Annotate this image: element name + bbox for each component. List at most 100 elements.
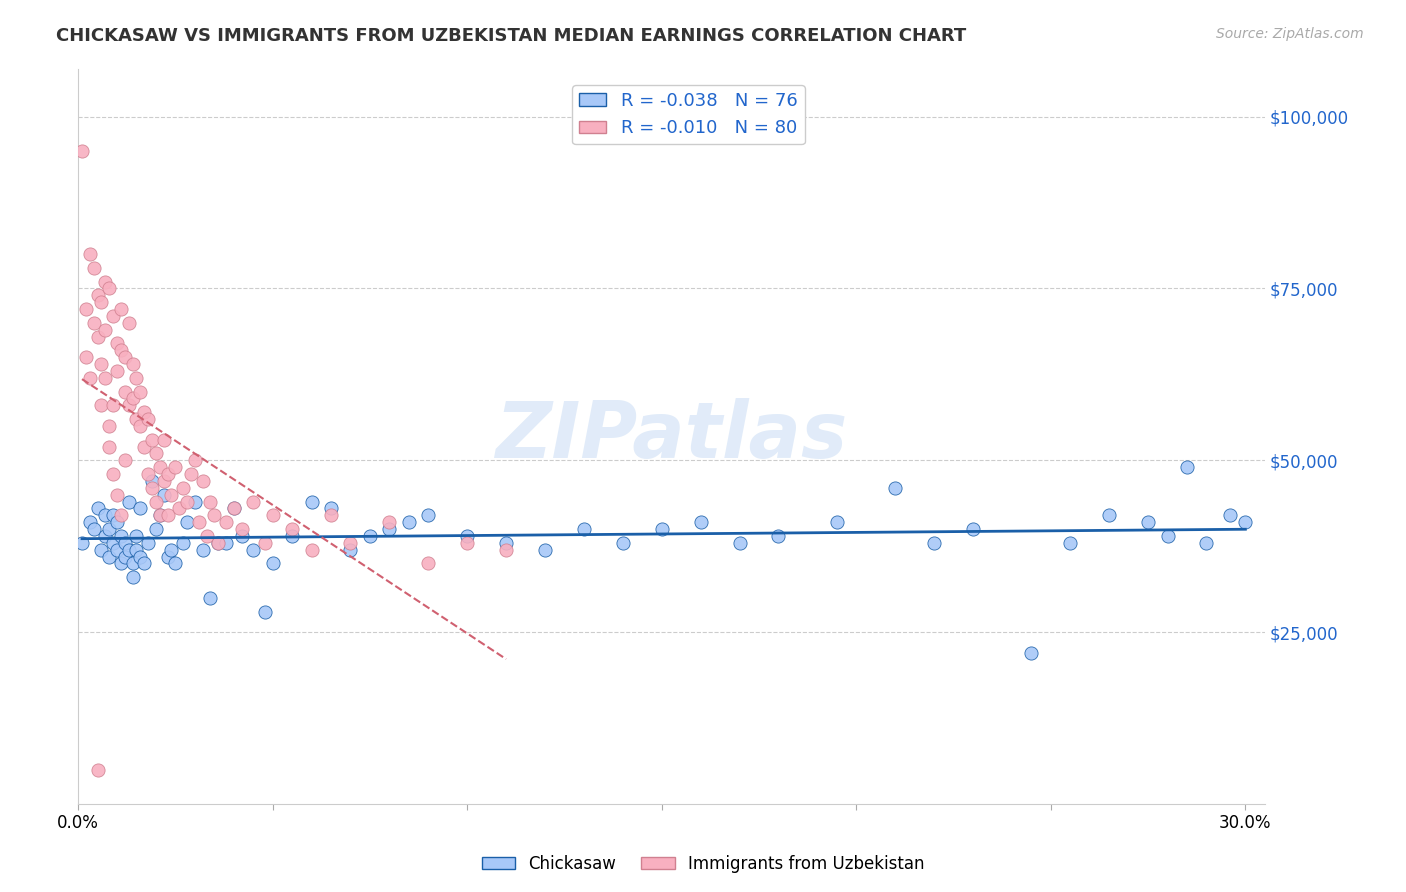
- Point: [110, 529, 132, 543]
- Point: [768, 529, 790, 543]
- Point: [200, 494, 222, 508]
- Point: [129, 384, 152, 399]
- Point: [398, 515, 420, 529]
- Point: [169, 501, 191, 516]
- Point: [94, 371, 117, 385]
- Point: [94, 275, 117, 289]
- Point: [378, 515, 401, 529]
- Point: [125, 371, 148, 385]
- Point: [149, 508, 172, 523]
- Point: [319, 501, 342, 516]
- Point: [94, 323, 117, 337]
- Point: [149, 460, 172, 475]
- Point: [83, 522, 105, 536]
- Point: [98, 549, 121, 564]
- Point: [651, 522, 673, 536]
- Point: [172, 536, 194, 550]
- Point: [534, 542, 557, 557]
- Legend: R = -0.038   N = 76, R = -0.010   N = 80: R = -0.038 N = 76, R = -0.010 N = 80: [572, 85, 804, 145]
- Point: [172, 481, 194, 495]
- Point: [136, 412, 159, 426]
- Point: [202, 508, 225, 523]
- Point: [90, 398, 112, 412]
- Point: [884, 481, 907, 495]
- Point: [301, 494, 323, 508]
- Point: [456, 529, 478, 543]
- Point: [114, 536, 136, 550]
- Point: [149, 508, 172, 523]
- Point: [134, 405, 156, 419]
- Point: [207, 536, 229, 550]
- Point: [728, 536, 751, 550]
- Point: [105, 364, 128, 378]
- Point: [101, 536, 124, 550]
- Point: [180, 467, 202, 481]
- Point: [129, 501, 152, 516]
- Point: [101, 467, 124, 481]
- Point: [75, 350, 97, 364]
- Point: [262, 508, 284, 523]
- Point: [418, 508, 440, 523]
- Point: [141, 481, 163, 495]
- Point: [129, 549, 152, 564]
- Point: [86, 329, 108, 343]
- Text: ZIPatlas: ZIPatlas: [495, 398, 848, 475]
- Point: [962, 522, 984, 536]
- Point: [145, 494, 167, 508]
- Point: [152, 488, 174, 502]
- Point: [612, 536, 634, 550]
- Point: [456, 536, 478, 550]
- Point: [70, 536, 93, 550]
- Point: [152, 433, 174, 447]
- Point: [105, 488, 128, 502]
- Point: [136, 467, 159, 481]
- Point: [118, 316, 141, 330]
- Point: [125, 529, 148, 543]
- Point: [1098, 508, 1121, 523]
- Point: [378, 522, 401, 536]
- Point: [86, 501, 108, 516]
- Point: [156, 508, 179, 523]
- Point: [110, 557, 132, 571]
- Point: [1234, 515, 1257, 529]
- Point: [262, 557, 284, 571]
- Point: [191, 542, 214, 557]
- Point: [253, 605, 276, 619]
- Point: [125, 412, 148, 426]
- Point: [319, 508, 342, 523]
- Point: [79, 515, 101, 529]
- Point: [242, 494, 264, 508]
- Point: [156, 549, 179, 564]
- Point: [83, 316, 105, 330]
- Point: [231, 522, 253, 536]
- Point: [105, 515, 128, 529]
- Text: CHICKASAW VS IMMIGRANTS FROM UZBEKISTAN MEDIAN EARNINGS CORRELATION CHART: CHICKASAW VS IMMIGRANTS FROM UZBEKISTAN …: [56, 27, 966, 45]
- Point: [281, 529, 304, 543]
- Point: [176, 515, 198, 529]
- Point: [121, 392, 143, 406]
- Point: [825, 515, 848, 529]
- Point: [83, 260, 105, 275]
- Point: [160, 488, 183, 502]
- Point: [222, 501, 245, 516]
- Point: [118, 542, 141, 557]
- Point: [121, 557, 143, 571]
- Point: [141, 433, 163, 447]
- Point: [129, 419, 152, 434]
- Point: [195, 529, 218, 543]
- Point: [145, 446, 167, 460]
- Point: [1021, 646, 1043, 660]
- Point: [94, 508, 117, 523]
- Point: [141, 474, 163, 488]
- Point: [90, 357, 112, 371]
- Point: [339, 542, 361, 557]
- Point: [125, 542, 148, 557]
- Point: [152, 474, 174, 488]
- Point: [184, 494, 207, 508]
- Point: [114, 549, 136, 564]
- Point: [191, 474, 214, 488]
- Point: [339, 536, 361, 550]
- Point: [134, 440, 156, 454]
- Point: [231, 529, 253, 543]
- Point: [101, 508, 124, 523]
